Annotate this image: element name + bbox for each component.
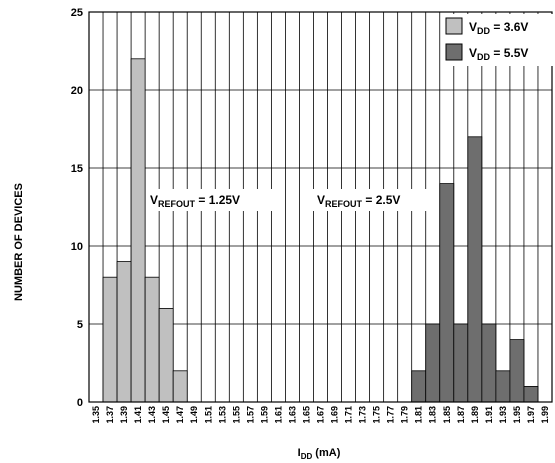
legend-2-sub: DD	[477, 52, 490, 62]
x-tick-label: 1.83	[428, 406, 438, 424]
x-tick-label: 1.45	[161, 406, 171, 424]
x-tick-label: 1.55	[231, 406, 241, 424]
annotation-1-sub: REFOUT	[158, 199, 196, 209]
x-tick-label: 1.51	[203, 406, 213, 424]
annotation-1-main: V	[150, 193, 158, 207]
x-tick-label: 1.75	[372, 406, 382, 424]
x-tick-label: 1.61	[273, 406, 283, 424]
x-tick-label: 1.77	[386, 406, 396, 424]
y-tick-label: 20	[71, 85, 83, 97]
x-tick-label: 1.67	[316, 406, 326, 424]
bar-vdd-3-6v-1.41	[130, 58, 146, 403]
annotation-2-main: V	[317, 193, 325, 207]
x-tick-label: 1.91	[484, 406, 494, 424]
legend-swatch-vdd-3-6v	[445, 17, 463, 35]
x-axis-label-sub: DD	[301, 452, 313, 461]
x-tick-label: 1.69	[330, 406, 340, 424]
annotation-1-bg	[146, 189, 280, 211]
legend-2-rest: = 5.5V	[490, 46, 528, 60]
x-tick-label: 1.65	[301, 406, 311, 424]
x-tick-label: 1.93	[498, 406, 508, 424]
legend-swatch-vdd-5-5v	[445, 43, 463, 61]
x-axis-label-main: I	[298, 447, 301, 459]
x-tick-label: 1.71	[344, 406, 354, 424]
x-axis-label-unit: (mA)	[312, 447, 340, 459]
x-axis-label: IDD (mA)	[298, 447, 341, 461]
legend-2-main: V	[469, 46, 477, 60]
bars	[102, 58, 539, 403]
bar-vdd-5-5v-1.95	[509, 339, 525, 403]
x-tick-label: 1.85	[442, 406, 452, 424]
x-tick-label: 1.95	[512, 406, 522, 424]
x-tick-label: 1.35	[91, 406, 101, 424]
bar-vdd-3-6v-1.37	[102, 276, 118, 403]
y-tick-label: 10	[71, 241, 83, 253]
x-tick-label: 1.79	[400, 406, 410, 424]
x-tick-label: 1.73	[358, 406, 368, 424]
x-tick-label: 1.99	[540, 406, 550, 424]
y-tick-label: 15	[71, 163, 83, 175]
x-tick-label: 1.41	[133, 406, 143, 424]
bar-vdd-3-6v-1.47	[172, 370, 188, 403]
legend-1-sub: DD	[477, 26, 490, 36]
x-tick-label: 1.37	[105, 406, 115, 424]
x-tick-label: 1.47	[175, 406, 185, 424]
bar-vdd-5-5v-1.89	[467, 136, 483, 403]
bar-vdd-5-5v-1.91	[481, 323, 497, 403]
x-tick-label: 1.81	[414, 406, 424, 424]
y-tick-labels: 0 5 10 15 20 25	[71, 7, 83, 409]
x-tick-label: 1.97	[526, 406, 536, 424]
annotation-vrefout-2-5v: VREFOUT = 2.5V	[317, 193, 400, 209]
annotation-1-rest: = 1.25V	[195, 193, 240, 207]
legend-1-main: V	[469, 20, 477, 34]
x-tick-label: 1.43	[147, 406, 157, 424]
y-tick-label: 25	[71, 7, 83, 19]
bar-vdd-5-5v-1.83	[425, 323, 441, 403]
annotation-vrefout-1-25v: VREFOUT = 1.25V	[150, 193, 240, 209]
x-tick-label: 1.49	[189, 406, 199, 424]
bar-vdd-5-5v-1.81	[411, 370, 427, 403]
bar-vdd-5-5v-1.87	[453, 323, 469, 403]
x-tick-label: 1.87	[456, 406, 466, 424]
bar-vdd-3-6v-1.43	[144, 276, 160, 403]
x-tick-labels: 1.35 1.37 1.39 1.41 1.43 1.45 1.47 1.49 1.51 1.53…	[91, 406, 550, 424]
plot-frame	[88, 11, 553, 403]
legend-1-rest: = 3.6V	[490, 20, 528, 34]
x-tick-label: 1.63	[287, 406, 297, 424]
legend: VDD = 3.6V VDD = 5.5V	[442, 14, 554, 66]
bar-vdd-5-5v-1.85	[439, 183, 455, 403]
legend-label-vdd-5-5v: VDD = 5.5V	[469, 46, 528, 62]
x-tick-label: 1.39	[119, 406, 129, 424]
x-tick-label: 1.57	[245, 406, 255, 424]
y-tick-label: 0	[77, 397, 83, 409]
bar-vdd-5-5v-1.97	[523, 385, 539, 403]
y-tick-label: 5	[77, 319, 83, 331]
y-axis-label: NUMBER OF DEVICES	[13, 183, 25, 301]
bar-vdd-3-6v-1.39	[116, 261, 132, 403]
bar-vdd-5-5v-1.93	[495, 370, 511, 403]
annotation-2-rest: = 2.5V	[362, 193, 400, 207]
annotation-2-bg	[313, 189, 437, 211]
annotation-2-sub: REFOUT	[325, 199, 363, 209]
legend-label-vdd-3-6v: VDD = 3.6V	[469, 20, 528, 36]
x-tick-label: 1.89	[470, 406, 480, 424]
bar-vdd-3-6v-1.45	[158, 307, 174, 403]
x-tick-label: 1.53	[217, 406, 227, 424]
x-tick-label: 1.59	[259, 406, 269, 424]
